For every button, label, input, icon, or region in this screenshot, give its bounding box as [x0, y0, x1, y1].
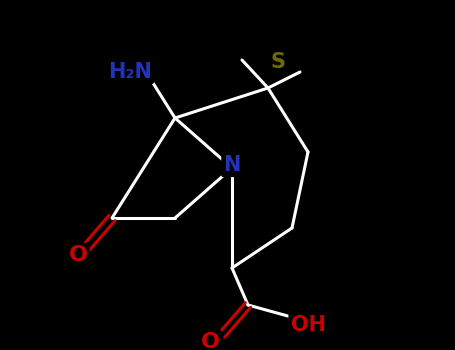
- Text: O: O: [201, 332, 219, 350]
- Text: H₂N: H₂N: [108, 62, 152, 82]
- Text: S: S: [271, 52, 285, 72]
- Text: H₂N: H₂N: [108, 62, 152, 82]
- Text: N: N: [223, 155, 241, 175]
- Text: N: N: [223, 155, 241, 175]
- Text: OH: OH: [290, 315, 325, 335]
- Text: S: S: [271, 52, 285, 72]
- Text: O: O: [201, 332, 219, 350]
- Text: O: O: [69, 245, 87, 265]
- Text: O: O: [69, 245, 87, 265]
- Text: OH: OH: [290, 315, 325, 335]
